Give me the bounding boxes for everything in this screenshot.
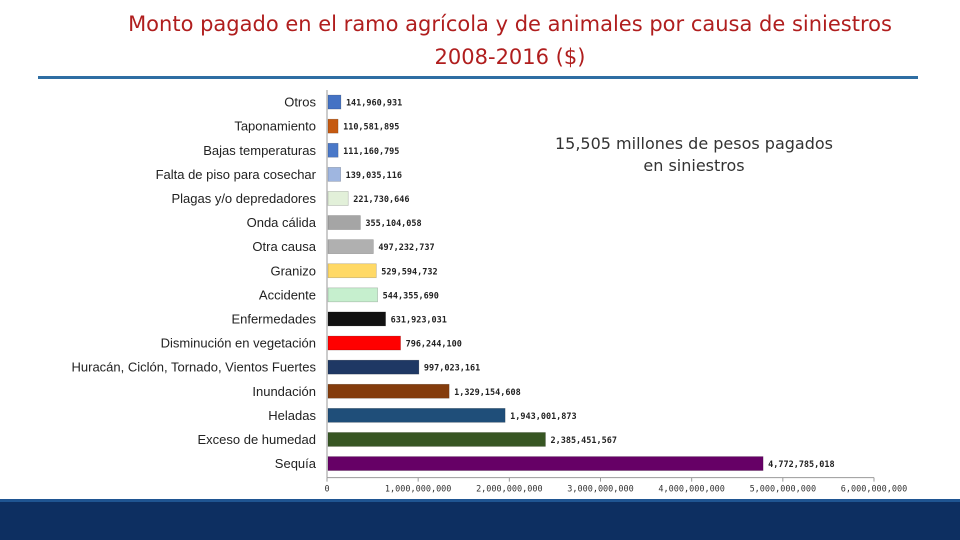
data-label-0: 141,960,931: [346, 99, 402, 109]
data-label-4: 221,730,646: [353, 195, 409, 205]
category-label-4: Plagas y/o depredadores: [171, 191, 316, 206]
x-tick-label-6: 6,000,000,000: [841, 485, 908, 495]
category-label-9: Enfermedades: [231, 311, 316, 326]
category-label-14: Exceso de humedad: [197, 432, 316, 447]
data-label-12: 1,329,154,608: [454, 388, 521, 398]
category-label-15: Sequía: [275, 456, 317, 471]
x-tick-label-1: 1,000,000,000: [385, 485, 452, 495]
bar-14: [327, 432, 546, 447]
x-tick-label-3: 3,000,000,000: [567, 485, 634, 495]
bar-8: [327, 287, 378, 303]
x-tick-label-5: 5,000,000,000: [750, 485, 817, 495]
data-label-6: 497,232,737: [378, 243, 434, 253]
data-label-14: 2,385,451,567: [550, 436, 617, 446]
bar-10: [327, 335, 401, 351]
data-label-5: 355,104,058: [365, 219, 421, 229]
bar-2: [327, 142, 339, 158]
total-annotation: 15,505 millones de pesos pagados en sini…: [516, 133, 872, 177]
title-line-2: 2008-2016 ($): [434, 45, 586, 69]
footer-band: [0, 502, 960, 540]
bar-4: [327, 191, 349, 206]
data-label-11: 997,023,161: [424, 364, 480, 374]
bar-1: [327, 118, 339, 134]
bar-15: [327, 456, 764, 471]
data-label-9: 631,923,031: [391, 315, 447, 325]
category-label-10: Disminución en vegetación: [161, 336, 316, 351]
title-line-1: Monto pagado en el ramo agrícola y de an…: [128, 12, 892, 36]
category-label-2: Bajas temperaturas: [203, 143, 316, 158]
category-label-7: Granizo: [270, 263, 316, 278]
category-label-11: Huracán, Ciclón, Tornado, Vientos Fuerte…: [72, 360, 317, 375]
bar-9: [327, 311, 386, 327]
category-label-1: Taponamiento: [234, 119, 316, 134]
data-label-7: 529,594,732: [381, 267, 437, 277]
bar-0: [327, 94, 342, 110]
category-label-13: Heladas: [268, 408, 316, 423]
category-label-8: Accidente: [259, 287, 316, 302]
bar-6: [327, 239, 374, 254]
annotation-line-2: en siniestros: [643, 156, 745, 175]
x-tick-label-2: 2,000,000,000: [476, 485, 543, 495]
data-label-2: 111,160,795: [343, 147, 399, 157]
category-label-5: Onda cálida: [247, 215, 317, 230]
data-label-3: 139,035,116: [346, 171, 402, 181]
category-label-6: Otra causa: [252, 239, 316, 254]
bar-11: [327, 359, 420, 375]
bar-7: [327, 263, 377, 279]
x-tick-label-0: 0: [324, 485, 329, 495]
slide-title: Monto pagado en el ramo agrícola y de an…: [60, 8, 960, 74]
footer-band-accent: [0, 499, 960, 502]
category-label-0: Otros: [284, 95, 316, 110]
x-tick-label-4: 4,000,000,000: [658, 485, 725, 495]
bar-13: [327, 408, 506, 423]
data-label-1: 110,581,895: [343, 123, 399, 133]
bar-5: [327, 215, 361, 230]
title-divider: [38, 76, 918, 79]
bar-3: [327, 167, 341, 182]
category-label-12: Inundación: [252, 384, 316, 399]
annotation-line-1: 15,505 millones de pesos pagados: [554, 134, 834, 153]
data-label-13: 1,943,001,873: [510, 412, 577, 422]
category-label-3: Falta de piso para cosechar: [156, 167, 317, 182]
bar-12: [327, 383, 450, 399]
data-label-8: 544,355,690: [383, 291, 439, 301]
data-label-10: 796,244,100: [406, 340, 462, 350]
data-label-15: 4,772,785,018: [768, 460, 835, 470]
